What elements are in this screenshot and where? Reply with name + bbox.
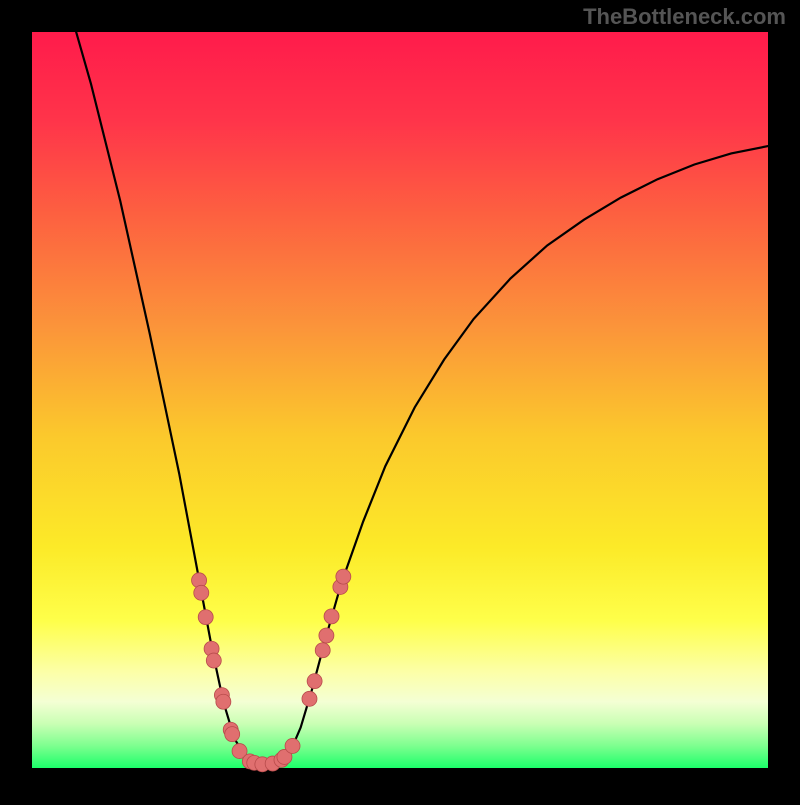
data-marker	[285, 738, 300, 753]
data-marker	[206, 653, 221, 668]
bottleneck-chart	[0, 0, 800, 800]
data-marker	[336, 569, 351, 584]
data-marker	[315, 643, 330, 658]
data-marker	[324, 609, 339, 624]
chart-svg	[0, 0, 800, 800]
watermark-label: TheBottleneck.com	[583, 4, 786, 30]
data-marker	[225, 727, 240, 742]
data-marker	[307, 674, 322, 689]
data-marker	[302, 691, 317, 706]
data-marker	[198, 610, 213, 625]
data-marker	[216, 694, 231, 709]
data-marker	[319, 628, 334, 643]
data-marker	[194, 585, 209, 600]
